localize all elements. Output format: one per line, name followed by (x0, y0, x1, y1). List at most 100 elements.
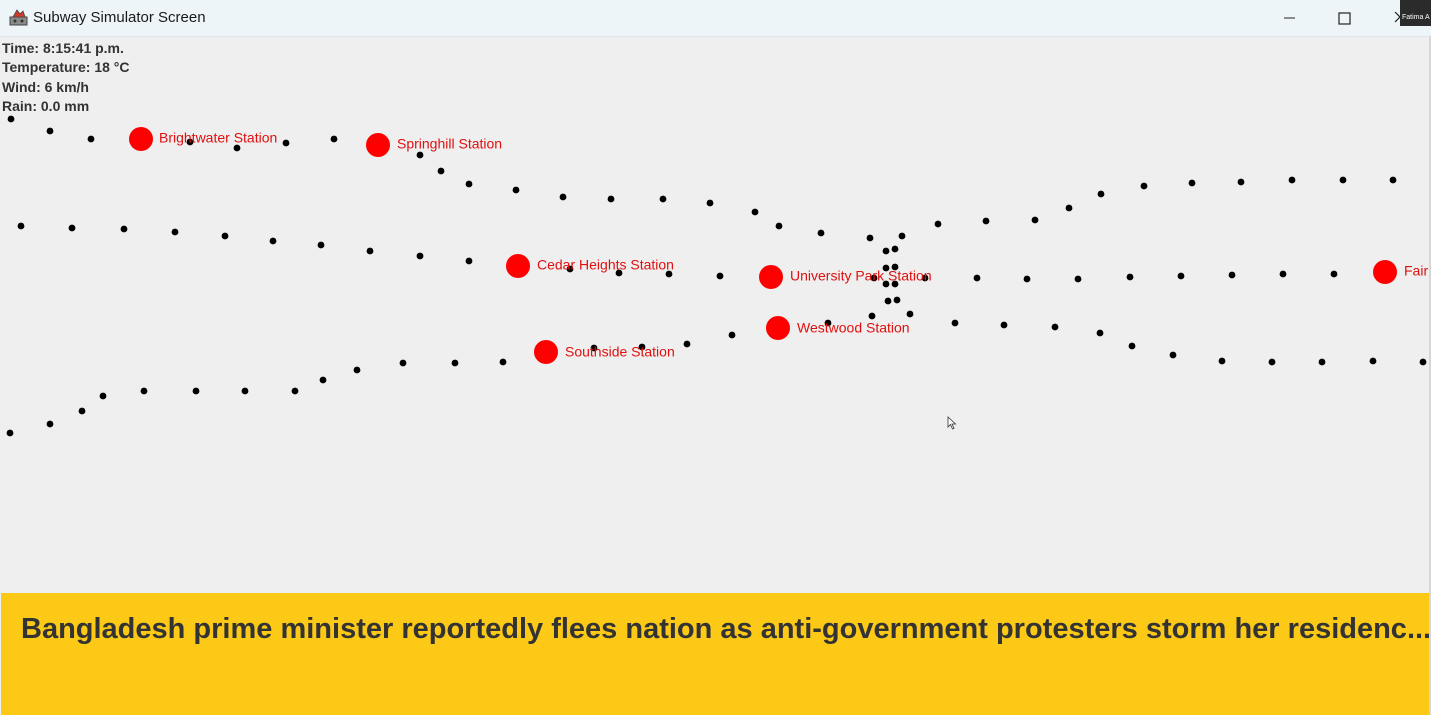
temperature-readout: Temperature: 18 °C (2, 59, 130, 76)
train-dot (1218, 357, 1226, 365)
mouse-cursor-icon (947, 416, 957, 430)
train-dot (665, 270, 673, 278)
station-label: Westwood Station (797, 320, 910, 336)
train-dot (46, 420, 54, 428)
stations-layer: Brightwater Station Springhill Station C… (129, 127, 1428, 364)
train-dot (882, 247, 890, 255)
weather-info-panel: Time: 8:15:41 p.m. Temperature: 18 °C Wi… (2, 39, 130, 116)
maximize-icon (1338, 12, 1351, 25)
train-dot (1330, 270, 1338, 278)
station-label: Cedar Heights Station (537, 257, 674, 273)
train-dot (366, 247, 374, 255)
train-dot (1128, 342, 1136, 350)
station-label: Fair (1404, 263, 1428, 279)
train-dot (1228, 271, 1236, 279)
train-dot (1177, 272, 1185, 280)
minimize-icon (1284, 17, 1295, 19)
station-label: Springhill Station (397, 136, 502, 152)
train-dot (884, 297, 892, 305)
train-dot (140, 387, 148, 395)
station-marker[interactable] (129, 127, 153, 151)
train-dot (68, 224, 76, 232)
station-marker[interactable] (766, 316, 790, 340)
train-dot (817, 229, 825, 237)
train-dot (1318, 358, 1326, 366)
train-dot (6, 429, 14, 437)
train-dot (891, 263, 899, 271)
news-ticker-banner: Bangladesh prime minister reportedly fle… (1, 593, 1431, 715)
train-dot (1000, 321, 1008, 329)
train-dot (269, 237, 277, 245)
train-dot (590, 344, 598, 352)
train-dot (1096, 329, 1104, 337)
train-dot (1268, 358, 1276, 366)
train-dot (866, 234, 874, 242)
train-dot (465, 180, 473, 188)
time-readout: Time: 8:15:41 p.m. (2, 40, 124, 56)
train-dot (233, 144, 241, 152)
train-dot (638, 343, 646, 351)
train-dot (659, 195, 667, 203)
train-dot (1031, 216, 1039, 224)
train-dot (1169, 351, 1177, 359)
train-dot (1288, 176, 1296, 184)
station-marker[interactable] (534, 340, 558, 364)
train-dot (921, 274, 929, 282)
train-dot (416, 252, 424, 260)
train-dot (870, 274, 878, 282)
train-dot (46, 127, 54, 135)
station-label: University Park Station (790, 268, 932, 284)
train-dot (291, 387, 299, 395)
user-tile-label: Fatima A (1402, 14, 1430, 21)
train-dot (882, 264, 890, 272)
train-dot (512, 186, 520, 194)
train-dot (1051, 323, 1059, 331)
train-dot (186, 138, 194, 146)
title-bar[interactable]: Subway Simulator Screen Fatima A (0, 0, 1431, 37)
train-dot (706, 199, 714, 207)
train-dot (716, 272, 724, 280)
train-dot (465, 257, 473, 265)
train-dot (451, 359, 459, 367)
train-dot (683, 340, 691, 348)
news-headline: Bangladesh prime minister reportedly fle… (21, 613, 1431, 645)
train-dot (7, 115, 15, 123)
train-dot (951, 319, 959, 327)
train-dot (241, 387, 249, 395)
wind-readout: Wind: 6 km/h (2, 78, 89, 95)
train-dot (1339, 176, 1347, 184)
train-dot (973, 274, 981, 282)
train-dot (615, 269, 623, 277)
station-label: Brightwater Station (159, 130, 277, 146)
train-dot (87, 135, 95, 143)
train-dot (171, 228, 179, 236)
station-marker[interactable] (759, 265, 783, 289)
train-dot (1023, 275, 1031, 283)
train-dot (1419, 358, 1427, 366)
train-dot (1369, 357, 1377, 365)
station-marker[interactable] (366, 133, 390, 157)
maximize-button[interactable] (1329, 6, 1359, 30)
train-dot (868, 312, 876, 320)
user-video-tile: Fatima A (1400, 0, 1431, 26)
train-dot (1237, 178, 1245, 186)
simulation-canvas[interactable] (0, 37, 1431, 593)
train-dot (893, 296, 901, 304)
station-label: Southside Station (565, 344, 675, 360)
station-marker[interactable] (506, 254, 530, 278)
train-dot (891, 280, 899, 288)
track-dots (6, 115, 1427, 437)
train-dot (330, 135, 338, 143)
train-dot (1126, 273, 1134, 281)
train-dot (78, 407, 86, 415)
train-dot (934, 220, 942, 228)
train-dot (1074, 275, 1082, 283)
minimize-button[interactable] (1274, 6, 1304, 30)
station-marker[interactable] (1373, 260, 1397, 284)
train-dot (898, 232, 906, 240)
train-dot (499, 358, 507, 366)
train-dot (282, 139, 290, 147)
train-dot (1389, 176, 1397, 184)
train-dot (824, 319, 832, 327)
